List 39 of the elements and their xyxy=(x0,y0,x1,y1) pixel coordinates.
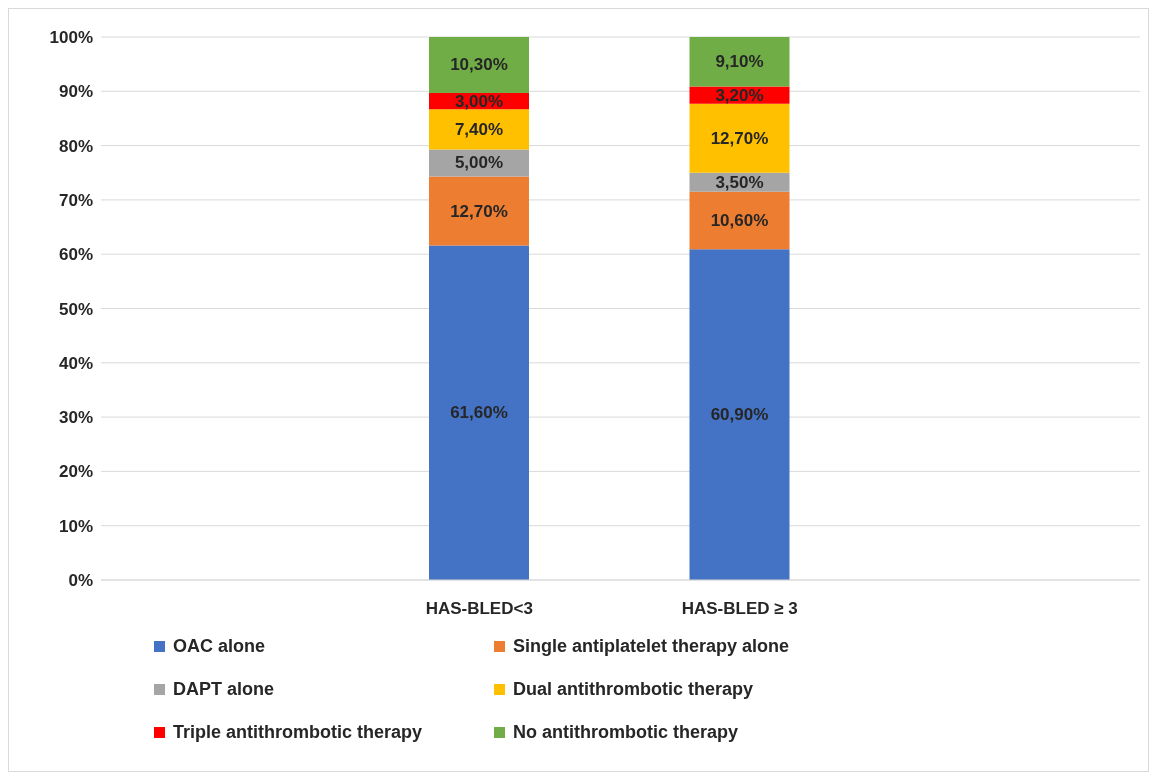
y-tick-label: 30% xyxy=(58,408,93,428)
y-tick-label: 90% xyxy=(58,82,93,102)
data-label: 5,00% xyxy=(454,153,504,173)
legend-label: No antithrombotic therapy xyxy=(512,722,739,743)
y-tick-label: 100% xyxy=(49,28,93,48)
legend-label: DAPT alone xyxy=(172,679,275,700)
y-tick-label: 80% xyxy=(58,136,93,156)
y-tick-label: 50% xyxy=(58,299,93,319)
data-label: 7,40% xyxy=(454,119,504,139)
data-label: 60,90% xyxy=(710,405,769,425)
data-label: 10,30% xyxy=(450,55,508,75)
bar xyxy=(429,176,529,246)
x-tick-label: HAS-BLED ≥ 3 xyxy=(681,599,798,619)
data-label: 3,50% xyxy=(715,172,764,192)
bar xyxy=(689,249,790,580)
legend-label: OAC alone xyxy=(172,636,266,657)
data-label: 3,00% xyxy=(454,91,504,111)
data-label: 12,70% xyxy=(710,128,769,148)
data-label: 10,60% xyxy=(710,211,769,231)
bar xyxy=(429,245,529,580)
y-tick-label: 60% xyxy=(58,245,93,265)
bar xyxy=(429,37,529,93)
bar xyxy=(689,103,790,173)
y-tick-label: 20% xyxy=(58,462,93,482)
x-tick-label: HAS-BLED<3 xyxy=(425,599,533,619)
y-tick-label: 10% xyxy=(58,516,93,536)
data-label: 61,60% xyxy=(450,403,508,423)
legend-label: Triple antithrombotic therapy xyxy=(172,722,424,743)
y-tick-label: 40% xyxy=(58,353,93,373)
bar xyxy=(689,191,790,250)
bar xyxy=(689,37,790,87)
data-label: 9,10% xyxy=(715,52,764,72)
data-label: 12,70% xyxy=(450,201,508,221)
y-tick-label: 0% xyxy=(68,571,93,591)
y-tick-label: 70% xyxy=(58,190,93,210)
legend-label: Dual antithrombotic therapy xyxy=(512,679,755,700)
bar xyxy=(429,109,529,150)
data-label: 3,20% xyxy=(715,85,764,105)
legend-label: Single antiplatelet therapy alone xyxy=(512,636,791,657)
